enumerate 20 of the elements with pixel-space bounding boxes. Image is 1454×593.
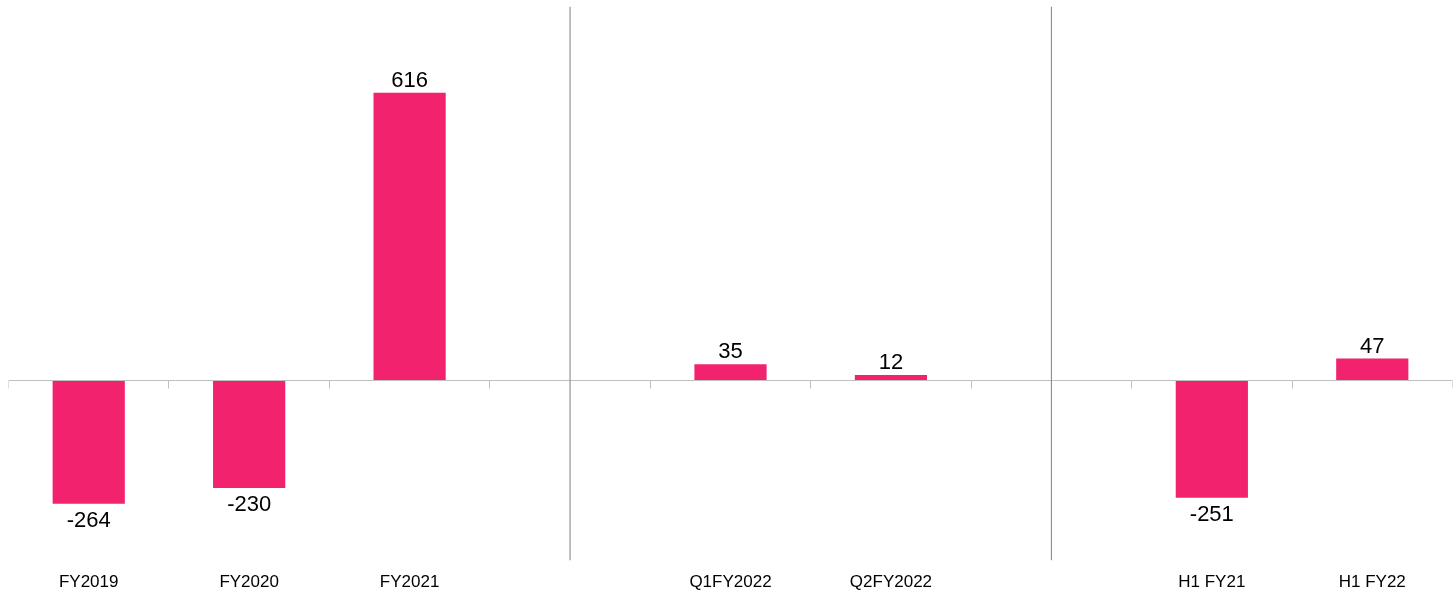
x-tick-label: FY2019 <box>58 571 119 591</box>
data-label: -230 <box>227 490 272 516</box>
bar <box>694 364 767 381</box>
data-label: 12 <box>878 348 904 374</box>
data-label: 35 <box>718 338 743 364</box>
x-tick-label: H1 FY22 <box>1338 571 1406 591</box>
bar <box>1175 380 1248 498</box>
data-label: 616 <box>391 66 428 92</box>
x-tick-label: FY2021 <box>379 571 440 591</box>
bar <box>1336 358 1409 381</box>
bar <box>213 380 286 488</box>
x-tick-label: H1 FY21 <box>1178 571 1246 591</box>
x-tick-label: FY2020 <box>219 571 279 591</box>
bar <box>52 380 125 504</box>
data-label: -251 <box>1189 500 1234 526</box>
bar <box>373 92 446 381</box>
x-tick-label: Q2FY2022 <box>849 571 933 591</box>
data-label: 47 <box>1360 332 1385 358</box>
x-tick-label: Q1FY2022 <box>689 571 772 591</box>
data-label: -264 <box>66 506 111 532</box>
